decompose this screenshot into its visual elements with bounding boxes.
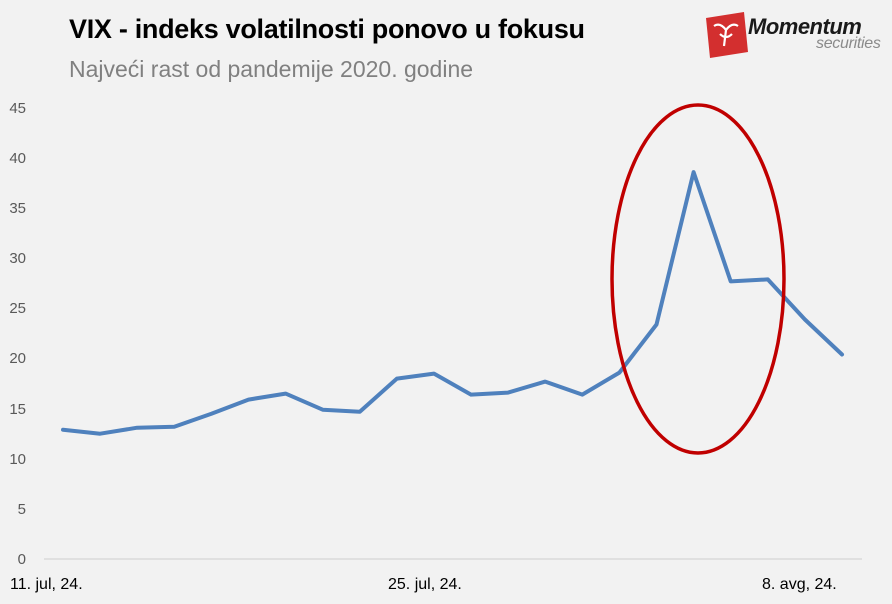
logo-sub-text: securities <box>816 35 881 52</box>
x-tick-11-jul: 11. jul, 24. <box>10 576 83 593</box>
y-tick-20: 20 <box>9 350 26 367</box>
vix-series-line <box>61 170 844 436</box>
bull-icon <box>706 12 748 58</box>
y-tick-40: 40 <box>9 150 26 167</box>
x-tick-25-jul: 25. jul, 24. <box>388 576 462 593</box>
y-tick-10: 10 <box>9 451 26 468</box>
y-tick-5: 5 <box>17 501 26 518</box>
momentum-logo: Momentum securities <box>704 12 890 60</box>
y-tick-15: 15 <box>9 401 26 418</box>
y-tick-45: 45 <box>9 100 26 117</box>
chart-subtitle: Najveći rast od pandemije 2020. godine <box>69 56 474 82</box>
chart-title: VIX - indeks volatilnosti ponovo u fokus… <box>69 14 585 44</box>
spike-highlight-ellipse <box>610 103 786 455</box>
y-tick-30: 30 <box>9 250 26 267</box>
x-tick-8-avg: 8. avg, 24. <box>762 576 837 593</box>
y-tick-25: 25 <box>9 300 26 317</box>
logo-brand-text: Momentum <box>748 14 862 39</box>
y-tick-35: 35 <box>9 200 26 217</box>
y-tick-0: 0 <box>17 551 26 568</box>
